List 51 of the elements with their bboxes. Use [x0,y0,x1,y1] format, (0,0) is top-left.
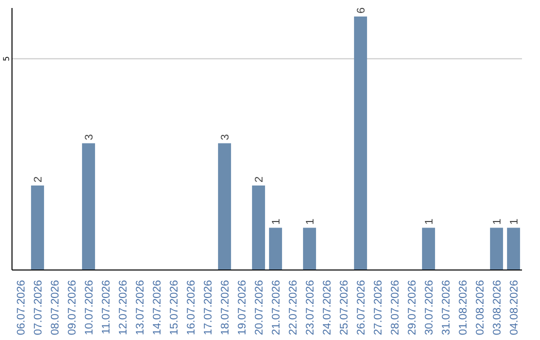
x-tick-label: 25.07.2026 [338,280,350,336]
x-tick-label: 15.07.2026 [168,280,180,336]
data-label: 6 [356,7,368,14]
x-tick-label: 28.07.2026 [390,280,402,336]
bar [422,228,436,270]
bar [269,228,282,270]
x-tick-label: 09.07.2026 [66,280,78,336]
x-tick-label: 29.07.2026 [406,280,418,336]
x-tick-label: 24.07.2026 [322,280,334,336]
x-tick-label: 22.07.2026 [288,280,300,336]
x-tick-label: 26.07.2026 [356,280,368,336]
data-label: 2 [32,176,45,182]
data-label: 1 [492,218,504,225]
bar [218,143,232,270]
x-tick-label: 01.08.2026 [458,280,470,336]
x-tick-label: 20.07.2026 [254,280,266,336]
data-label: 3 [84,134,96,140]
x-tick-label: 14.07.2026 [152,280,164,336]
bar [31,185,44,270]
x-tick-label: 07.07.2026 [32,280,44,336]
x-tick-label: 03.08.2026 [492,280,504,336]
x-tick-label: 19.07.2026 [236,280,248,336]
x-tick-label: 31.07.2026 [440,280,452,336]
bar [252,185,266,270]
x-tick-label: 04.08.2026 [508,280,520,336]
bar [490,228,504,270]
x-tick-label: 18.07.2026 [220,280,232,336]
x-tick-label: 21.07.2026 [270,280,282,336]
data-label: 1 [424,218,436,225]
x-tick-label: 02.08.2026 [474,280,486,336]
x-tick-label: 10.07.2026 [84,280,96,336]
bar [303,228,316,270]
x-tick-label: 17.07.2026 [202,280,214,336]
data-label: 2 [254,176,266,182]
y-tick-label: 5 [2,56,11,62]
data-label: 1 [270,218,283,225]
bar [82,143,96,270]
x-tick-label: 30.07.2026 [424,280,436,336]
data-label: 1 [304,218,317,225]
bar [507,228,520,270]
x-tick-label: 13.07.2026 [134,280,146,336]
x-tick-label: 06.07.2026 [16,280,28,336]
data-label: 1 [508,218,521,225]
x-tick-label: 23.07.2026 [304,280,316,336]
x-tick-label: 16.07.2026 [186,280,198,336]
x-tick-label: 11.07.2026 [100,280,112,334]
bar [354,16,368,270]
data-label: 3 [220,134,232,140]
x-tick-label: 12.07.2026 [118,280,130,336]
x-tick-label: 27.07.2026 [372,280,384,336]
x-tick-label: 08.07.2026 [50,280,62,336]
